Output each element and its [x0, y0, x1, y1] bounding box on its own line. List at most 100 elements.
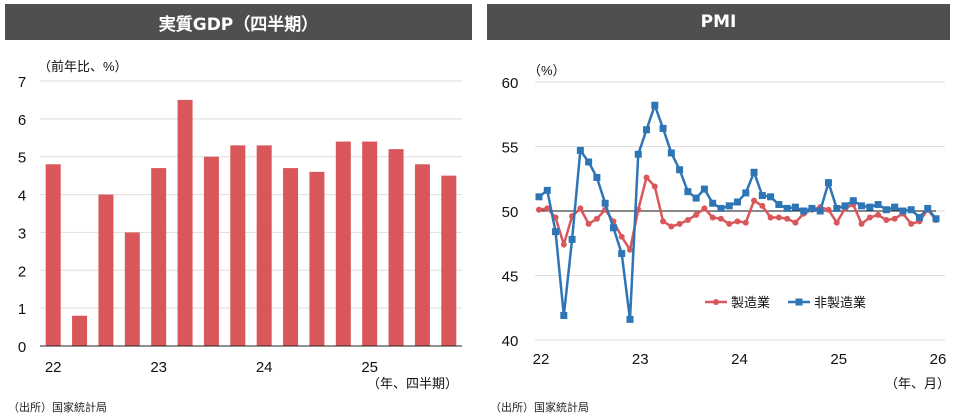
pmi-point-non-manufacturing [932, 215, 940, 223]
pmi-y-tick-label: 55 [502, 140, 519, 157]
pmi-legend-label: 非製造業 [814, 295, 866, 310]
gdp-bar [309, 171, 325, 346]
gdp-bar [335, 141, 351, 346]
pmi-point-manufacturing [734, 218, 741, 225]
pmi-point-manufacturing [775, 214, 782, 221]
pmi-point-manufacturing [676, 220, 683, 227]
gdp-bar [283, 168, 299, 346]
pmi-x-axis-label: （年、月） [885, 376, 950, 391]
pmi-point-non-manufacturing [924, 204, 932, 212]
pmi-point-non-manufacturing [601, 199, 609, 207]
gdp-bar [45, 164, 61, 346]
pmi-point-manufacturing [544, 205, 551, 212]
pmi-point-manufacturing [717, 215, 724, 222]
gdp-y-tick-label: 3 [18, 225, 26, 242]
pmi-point-non-manufacturing [783, 204, 791, 212]
pmi-point-non-manufacturing [750, 168, 758, 176]
gdp-bar [441, 175, 457, 346]
pmi-point-manufacturing [651, 183, 658, 190]
pmi-x-tick-label: 26 [930, 351, 947, 368]
pmi-point-non-manufacturing [651, 101, 659, 109]
gdp-y-tick-label: 5 [18, 150, 26, 167]
pmi-point-non-manufacturing [560, 311, 568, 319]
pmi-y-axis-label: （%） [528, 63, 566, 78]
pmi-point-manufacturing [908, 220, 915, 227]
pmi-x-tick-label: 24 [731, 351, 748, 368]
pmi-chart-title: PMI [487, 4, 950, 40]
gdp-bar [124, 232, 140, 346]
pmi-point-non-manufacturing [609, 224, 617, 232]
pmi-point-manufacturing [825, 206, 832, 213]
pmi-point-non-manufacturing [725, 202, 733, 210]
pmi-point-manufacturing [784, 215, 791, 222]
pmi-point-manufacturing [593, 215, 600, 222]
pmi-point-non-manufacturing [775, 201, 783, 209]
pmi-point-non-manufacturing [866, 203, 874, 211]
pmi-point-manufacturing [751, 197, 758, 204]
pmi-point-manufacturing [643, 174, 650, 181]
pmi-point-manufacturing [883, 217, 890, 224]
pmi-point-non-manufacturing [899, 207, 907, 215]
pmi-point-manufacturing [626, 246, 633, 253]
pmi-point-non-manufacturing [800, 207, 808, 215]
gdp-x-tick-label: 22 [45, 359, 62, 376]
pmi-x-tick-label: 23 [632, 351, 649, 368]
pmi-point-non-manufacturing [791, 203, 799, 211]
pmi-point-manufacturing [858, 220, 865, 227]
pmi-point-non-manufacturing [593, 173, 601, 181]
gdp-bar [388, 149, 404, 346]
pmi-point-non-manufacturing [849, 197, 857, 205]
gdp-y-tick-label: 2 [18, 263, 26, 280]
pmi-point-non-manufacturing [585, 158, 593, 166]
pmi-point-non-manufacturing [568, 235, 576, 243]
pmi-point-non-manufacturing [874, 201, 882, 209]
pmi-point-non-manufacturing [552, 228, 560, 236]
pmi-y-tick-label: 50 [502, 204, 519, 221]
pmi-point-non-manufacturing [915, 213, 923, 221]
pmi-point-manufacturing [585, 220, 592, 227]
pmi-point-non-manufacturing [816, 207, 824, 215]
pmi-point-manufacturing [759, 202, 766, 209]
gdp-bar [98, 194, 114, 346]
pmi-point-manufacturing [767, 214, 774, 221]
gdp-y-axis-label: （前年比、%） [38, 59, 128, 74]
pmi-point-manufacturing [618, 233, 625, 240]
gdp-y-tick-label: 1 [18, 301, 26, 318]
pmi-point-non-manufacturing [891, 203, 899, 211]
pmi-point-non-manufacturing [676, 166, 684, 174]
pmi-point-non-manufacturing [841, 202, 849, 210]
pmi-point-manufacturing [866, 214, 873, 221]
pmi-point-non-manufacturing [742, 189, 750, 197]
pmi-x-tick-label: 25 [830, 351, 847, 368]
pmi-point-non-manufacturing [808, 204, 816, 212]
pmi-point-manufacturing [709, 214, 716, 221]
gdp-source-note: （出所）国家統計局 [8, 401, 107, 414]
gdp-bar [72, 315, 88, 346]
pmi-point-non-manufacturing [535, 193, 543, 201]
pmi-point-non-manufacturing [700, 185, 708, 193]
pmi-point-manufacturing [668, 223, 675, 230]
pmi-legend-marker [795, 298, 803, 306]
gdp-bar [256, 145, 272, 346]
pmi-point-non-manufacturing [833, 204, 841, 212]
pmi-point-non-manufacturing [758, 192, 766, 200]
pmi-point-manufacturing [891, 215, 898, 222]
gdp-bar [414, 164, 430, 346]
pmi-point-non-manufacturing [824, 179, 832, 187]
gdp-y-tick-label: 7 [18, 74, 26, 91]
pmi-point-non-manufacturing [858, 202, 866, 210]
gdp-bar [230, 145, 246, 346]
pmi-point-non-manufacturing [684, 188, 692, 196]
gdp-x-tick-label: 24 [256, 359, 273, 376]
pmi-point-non-manufacturing [643, 126, 651, 134]
pmi-point-non-manufacturing [717, 204, 725, 212]
pmi-point-manufacturing [536, 206, 542, 213]
pmi-y-tick-label: 40 [502, 333, 519, 350]
gdp-x-tick-label: 23 [150, 359, 167, 376]
gdp-y-tick-label: 0 [18, 339, 26, 356]
gdp-y-tick-label: 6 [18, 112, 26, 129]
pmi-source-note: （出所）国家統計局 [490, 401, 589, 414]
pmi-point-non-manufacturing [618, 250, 626, 258]
gdp-bar [177, 99, 193, 346]
